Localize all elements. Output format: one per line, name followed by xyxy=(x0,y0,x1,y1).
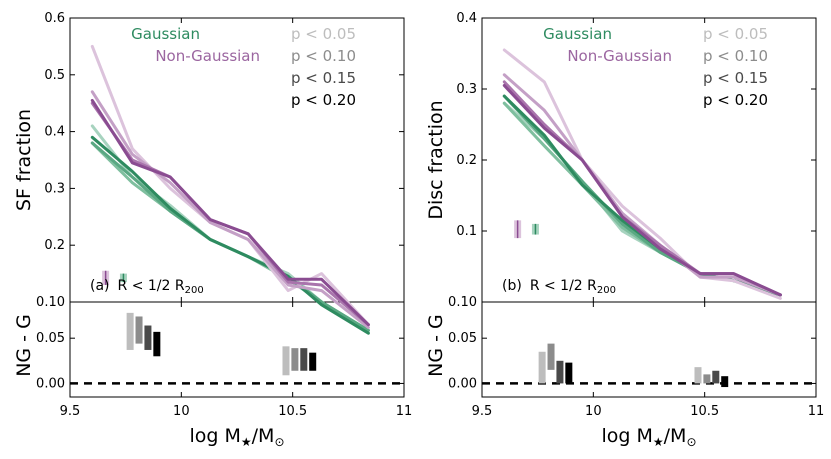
series-line-gaussian-3 xyxy=(90,135,370,335)
y-tick-label: 0.3 xyxy=(44,181,65,196)
bottom-plot-frame xyxy=(69,301,405,398)
x-axis-label: log M★/M⊙ xyxy=(189,425,284,449)
y-tick-label: 0.10 xyxy=(448,295,477,310)
diff-bar-2 xyxy=(300,348,308,371)
series-line-gaussian-1 xyxy=(502,101,782,297)
series-line-nongaussian-3 xyxy=(90,98,370,327)
diff-bar-3 xyxy=(309,352,317,371)
diff-bar-1 xyxy=(703,374,711,384)
radius-annotation: R < 1/2 R xyxy=(530,278,597,294)
diff-bar-0 xyxy=(126,312,134,350)
panel-annotation: (b) R < 1/2 R200 xyxy=(502,278,616,296)
diff-bar-1 xyxy=(547,343,555,370)
y-tick-label: 0.6 xyxy=(44,11,65,26)
y-axis-label: Disc fraction xyxy=(425,100,447,219)
y-tick-label: 0.4 xyxy=(44,125,65,140)
y-tick-label: 0.10 xyxy=(36,295,65,310)
y-tick-label: 0.2 xyxy=(44,238,65,253)
y-tick-label: 0.2 xyxy=(456,153,477,168)
series-line-nongaussian-1 xyxy=(90,90,370,330)
radius-annotation: R < 1/2 R xyxy=(118,278,185,294)
diff-y-tick-label: 0.05 xyxy=(448,331,477,346)
panel-label: (b) xyxy=(502,278,522,294)
x-tick-label: 10 xyxy=(585,404,602,419)
y-tick-label: 0.3 xyxy=(456,82,477,97)
legend-p-label: p < 0.10 xyxy=(703,47,768,65)
legend-p-label: p < 0.20 xyxy=(291,91,356,109)
diff-bar-1 xyxy=(291,348,299,371)
x-tick-label: 9.5 xyxy=(60,404,81,419)
legend-p-label: p < 0.05 xyxy=(703,25,768,43)
diff-y-axis-label: NG - G xyxy=(13,314,35,377)
x-axis-label-tail: /M xyxy=(252,425,275,447)
diff-bar-1 xyxy=(135,316,143,344)
radius-annotation-sub: 200 xyxy=(597,285,616,296)
diff-y-tick-label: 0.05 xyxy=(36,331,65,346)
legend-non-gaussian: Non-Gaussian xyxy=(155,47,260,65)
y-tick-label: 0.4 xyxy=(456,11,477,26)
diff-bar-0 xyxy=(694,367,702,384)
x-axis-label: log M★/M⊙ xyxy=(601,425,696,449)
x-tick-label: 11 xyxy=(808,404,825,419)
legend-gaussian: Gaussian xyxy=(543,25,612,43)
bottom-plot-frame xyxy=(481,301,817,398)
x-tick-label: 10.5 xyxy=(690,404,719,419)
x-tick-label: 10 xyxy=(173,404,190,419)
diff-bar-3 xyxy=(565,362,573,384)
diff-bar-2 xyxy=(144,325,152,350)
series-line-nongaussian-3 xyxy=(502,84,782,297)
diff-y-tick-label: 0.00 xyxy=(448,376,477,391)
legend-p-label: p < 0.15 xyxy=(703,69,768,87)
panel-b: 0.10 0.1 0.2 0.3 0.4 0.00 0.05 9.5 10 10.5 11 Disc … xyxy=(425,11,824,449)
x-axis-label-tail: /M xyxy=(664,425,687,447)
legend-p-label: p < 0.10 xyxy=(291,47,356,65)
x-axis-label-sun: ⊙ xyxy=(274,435,284,449)
x-tick-label: 9.5 xyxy=(472,404,493,419)
diff-y-tick-label: 0.00 xyxy=(36,376,65,391)
x-tick-label: 10.5 xyxy=(278,404,307,419)
x-axis-label-star: ★ xyxy=(241,435,252,449)
x-axis-label-star: ★ xyxy=(653,435,664,449)
diff-bar-2 xyxy=(712,370,720,384)
series-line-nongaussian-0 xyxy=(502,48,782,300)
x-axis-label-main: log M xyxy=(601,425,652,447)
diff-bar-3 xyxy=(153,331,161,357)
diff-y-axis-label: NG - G xyxy=(425,314,447,377)
legend-p-label: p < 0.05 xyxy=(291,25,356,43)
x-axis-label-main: log M xyxy=(189,425,240,447)
diff-bar-0 xyxy=(282,346,290,376)
series-line-gaussian-0 xyxy=(502,101,782,297)
x-axis-label-sun: ⊙ xyxy=(686,435,696,449)
legend-gaussian: Gaussian xyxy=(131,25,200,43)
panel-annotation: (a) R < 1/2 R200 xyxy=(90,278,204,296)
legend-p-label: p < 0.20 xyxy=(703,91,768,109)
panel-a: 0.10 0.2 0.3 0.4 0.5 0.6 0.00 0.05 9.5 10 10.5 11 SF… xyxy=(13,11,412,449)
diff-bar-3 xyxy=(721,376,729,388)
radius-annotation-sub: 200 xyxy=(185,285,204,296)
y-tick-label: 0.5 xyxy=(44,68,65,83)
legend-non-gaussian: Non-Gaussian xyxy=(567,47,672,65)
y-axis-label: SF fraction xyxy=(13,109,35,211)
diff-bar-0 xyxy=(538,351,546,384)
legend-p-label: p < 0.15 xyxy=(291,69,356,87)
panel-label: (a) xyxy=(90,278,110,294)
diff-bar-2 xyxy=(556,360,564,384)
y-tick-label: 0.1 xyxy=(456,224,477,239)
x-tick-label: 11 xyxy=(396,404,413,419)
